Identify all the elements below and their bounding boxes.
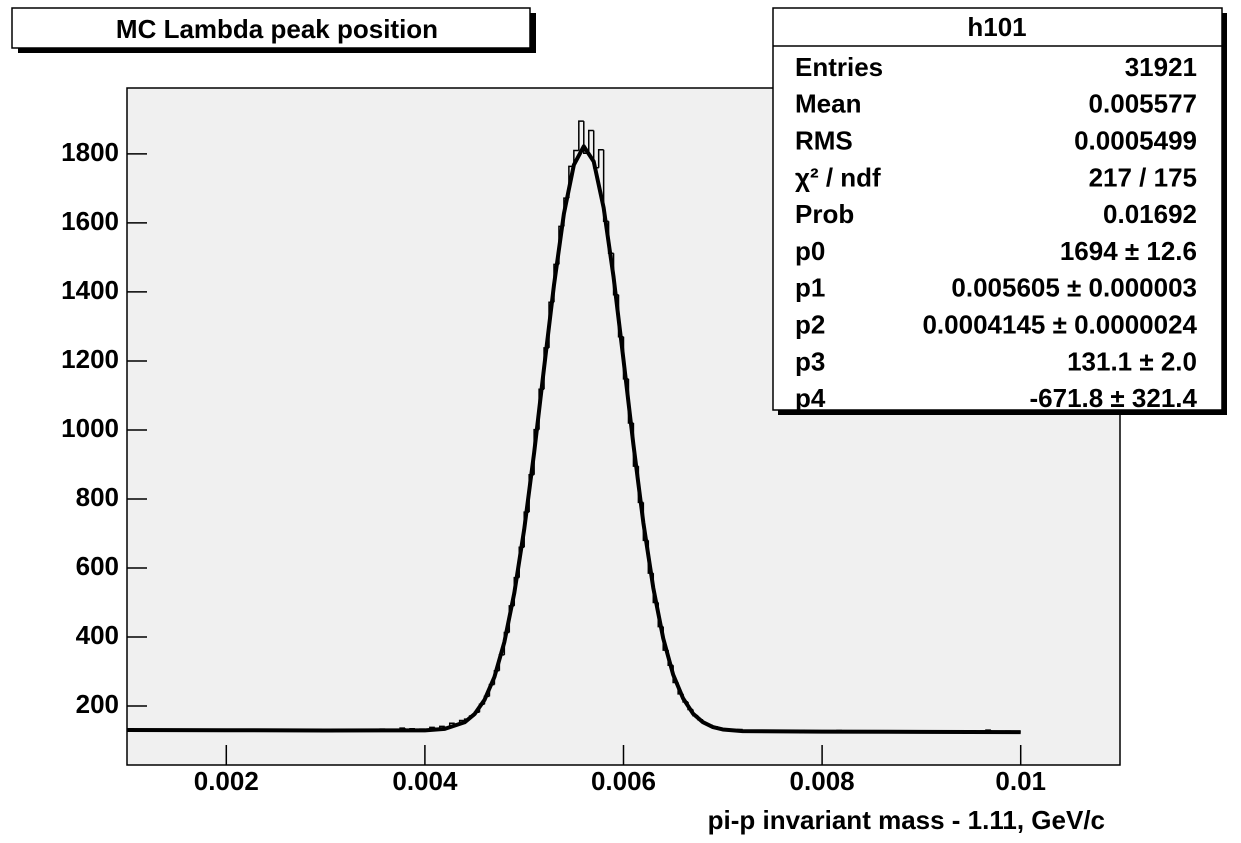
stats-value: 0.0004145 ± 0.0000024 <box>922 309 1197 339</box>
stats-label: p3 <box>795 346 825 376</box>
stats-label: Prob <box>795 199 854 229</box>
x-axis-label: pi-p invariant mass - 1.11, GeV/c <box>708 805 1105 835</box>
y-tick-label: 400 <box>76 620 119 650</box>
y-tick-label: 800 <box>76 482 119 512</box>
x-tick-label: 0.002 <box>194 766 259 796</box>
fit-curve <box>126 144 1021 735</box>
stats-value: 0.01692 <box>1103 199 1197 229</box>
y-tick-label: 600 <box>76 551 119 581</box>
plot-layer <box>126 120 1021 735</box>
y-tick-label: 200 <box>76 689 119 719</box>
y-tick-label: 1400 <box>61 275 119 305</box>
histogram-bin <box>578 120 584 151</box>
chart-title: MC Lambda peak position <box>116 14 438 44</box>
stats-label: p2 <box>795 309 825 339</box>
stats-label: Entries <box>795 52 883 82</box>
stats-value: 1694 ± 12.6 <box>1060 236 1197 266</box>
stats-value: -671.8 ± 321.4 <box>1029 383 1197 413</box>
y-tick-label: 1600 <box>61 206 119 236</box>
stats-box <box>772 7 1223 411</box>
histogram-bin <box>597 149 604 168</box>
stats-title: h101 <box>967 12 1026 42</box>
stats-label: χ² / ndf <box>795 162 881 192</box>
stats-value: 0.005605 ± 0.000003 <box>951 273 1197 303</box>
y-tick-label: 1800 <box>61 137 119 167</box>
stats-value: 31921 <box>1125 52 1197 82</box>
title-box <box>11 7 531 49</box>
histogram-bin <box>587 129 594 154</box>
x-tick-label: 0.008 <box>790 766 855 796</box>
stats-label: Mean <box>795 89 861 119</box>
stats-rows: Entries 31921 Mean 0.005577 RMS 0.0005499 χ² /… <box>795 52 1198 413</box>
stats-label: RMS <box>795 125 853 155</box>
stats-value: 0.0005499 <box>1074 125 1197 155</box>
x-tick-label: 0.01 <box>995 766 1046 796</box>
y-tick-label: 1200 <box>61 344 119 374</box>
x-tick-label: 0.004 <box>392 766 458 796</box>
stats-value: 0.005577 <box>1089 89 1197 119</box>
stats-value: 131.1 ± 2.0 <box>1067 346 1197 376</box>
x-tick-label: 0.006 <box>591 766 656 796</box>
stats-label: p1 <box>795 273 825 303</box>
stats-value: 217 / 175 <box>1089 162 1197 192</box>
y-tick-label: 1000 <box>61 413 119 443</box>
stats-label: p0 <box>795 236 825 266</box>
stats-label: p4 <box>795 383 826 413</box>
